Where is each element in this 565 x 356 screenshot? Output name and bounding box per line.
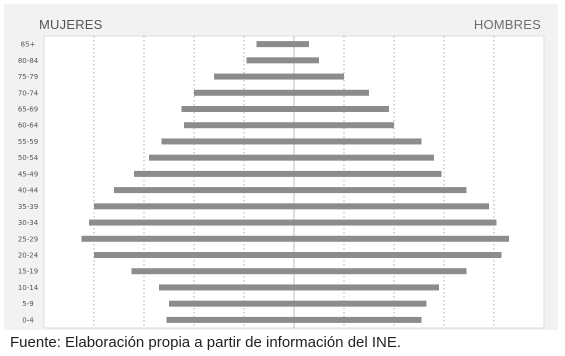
age-tick-label: 70-74 bbox=[18, 89, 39, 97]
population-pyramid-chart: 85+ 80-84 75-79 70-74 65-69 60-64 55-59 50-54 45… bbox=[18, 35, 545, 329]
age-tick-label: 80-84 bbox=[18, 57, 39, 65]
age-tick-label: 20-24 bbox=[18, 252, 39, 260]
bar-mujeres-65-69 bbox=[181, 106, 294, 112]
bar-mujeres-75-79 bbox=[214, 73, 294, 80]
bar-hombres-85+ bbox=[294, 41, 309, 48]
age-tick-label: 35-39 bbox=[18, 203, 38, 211]
bar-mujeres-40-44 bbox=[114, 187, 294, 194]
age-tick-label: 5-9 bbox=[22, 300, 33, 308]
bar-mujeres-70-74 bbox=[194, 89, 294, 96]
bar-hombres-20-24 bbox=[294, 252, 502, 258]
bar-mujeres-50-54 bbox=[149, 154, 294, 161]
bar-mujeres-85+ bbox=[256, 41, 294, 48]
age-tick-label: 55-59 bbox=[18, 138, 38, 146]
bar-mujeres-60-64 bbox=[184, 122, 294, 129]
bar-mujeres-15-19 bbox=[131, 268, 294, 275]
source-note: Fuente: Elaboración propia a partir de i… bbox=[10, 334, 402, 351]
bar-hombres-80-84 bbox=[294, 57, 319, 64]
bar-mujeres-35-39 bbox=[94, 203, 294, 210]
bar-hombres-0-4 bbox=[294, 316, 422, 323]
bar-mujeres-80-84 bbox=[246, 57, 294, 64]
bar-hombres-45-49 bbox=[294, 170, 442, 177]
age-tick-label: 0-4 bbox=[22, 316, 34, 324]
age-tick-label: 65-69 bbox=[18, 106, 38, 114]
bar-mujeres-5-9 bbox=[169, 300, 294, 307]
bar-hombres-65-69 bbox=[294, 106, 389, 112]
bar-hombres-50-54 bbox=[294, 154, 434, 161]
bar-mujeres-25-29 bbox=[81, 235, 294, 242]
bar-hombres-40-44 bbox=[294, 187, 467, 194]
bar-mujeres-45-49 bbox=[134, 170, 294, 177]
age-tick-label: 75-79 bbox=[18, 73, 38, 81]
women-label: MUJERES bbox=[39, 17, 103, 32]
age-tick-label: 10-14 bbox=[18, 284, 39, 292]
men-label: HOMBRES bbox=[473, 17, 541, 32]
age-tick-label: 60-64 bbox=[18, 122, 39, 130]
bar-hombres-5-9 bbox=[294, 300, 427, 307]
bar-mujeres-55-59 bbox=[161, 138, 294, 145]
bar-mujeres-10-14 bbox=[159, 284, 294, 291]
bar-hombres-15-19 bbox=[294, 268, 467, 275]
bar-hombres-30-34 bbox=[294, 219, 497, 226]
age-tick-label: 40-44 bbox=[18, 187, 39, 195]
age-tick-label: 85+ bbox=[21, 41, 36, 49]
bar-hombres-55-59 bbox=[294, 138, 422, 145]
bar-mujeres-0-4 bbox=[166, 316, 294, 323]
age-tick-label: 45-49 bbox=[18, 170, 38, 178]
bar-hombres-35-39 bbox=[294, 203, 489, 210]
bar-hombres-25-29 bbox=[294, 235, 509, 242]
bar-hombres-60-64 bbox=[294, 122, 394, 129]
bar-mujeres-30-34 bbox=[89, 219, 294, 226]
age-tick-label: 30-34 bbox=[18, 219, 39, 227]
age-tick-label: 15-19 bbox=[18, 268, 38, 276]
bar-mujeres-20-24 bbox=[94, 252, 294, 258]
bar-hombres-10-14 bbox=[294, 284, 439, 291]
bar-hombres-70-74 bbox=[294, 89, 369, 96]
age-tick-label: 50-54 bbox=[18, 154, 39, 162]
bar-hombres-75-79 bbox=[294, 73, 344, 80]
chart-panel: 85+ 80-84 75-79 70-74 65-69 60-64 55-59 50-54 45… bbox=[4, 4, 558, 330]
age-tick-label: 25-29 bbox=[18, 235, 38, 243]
